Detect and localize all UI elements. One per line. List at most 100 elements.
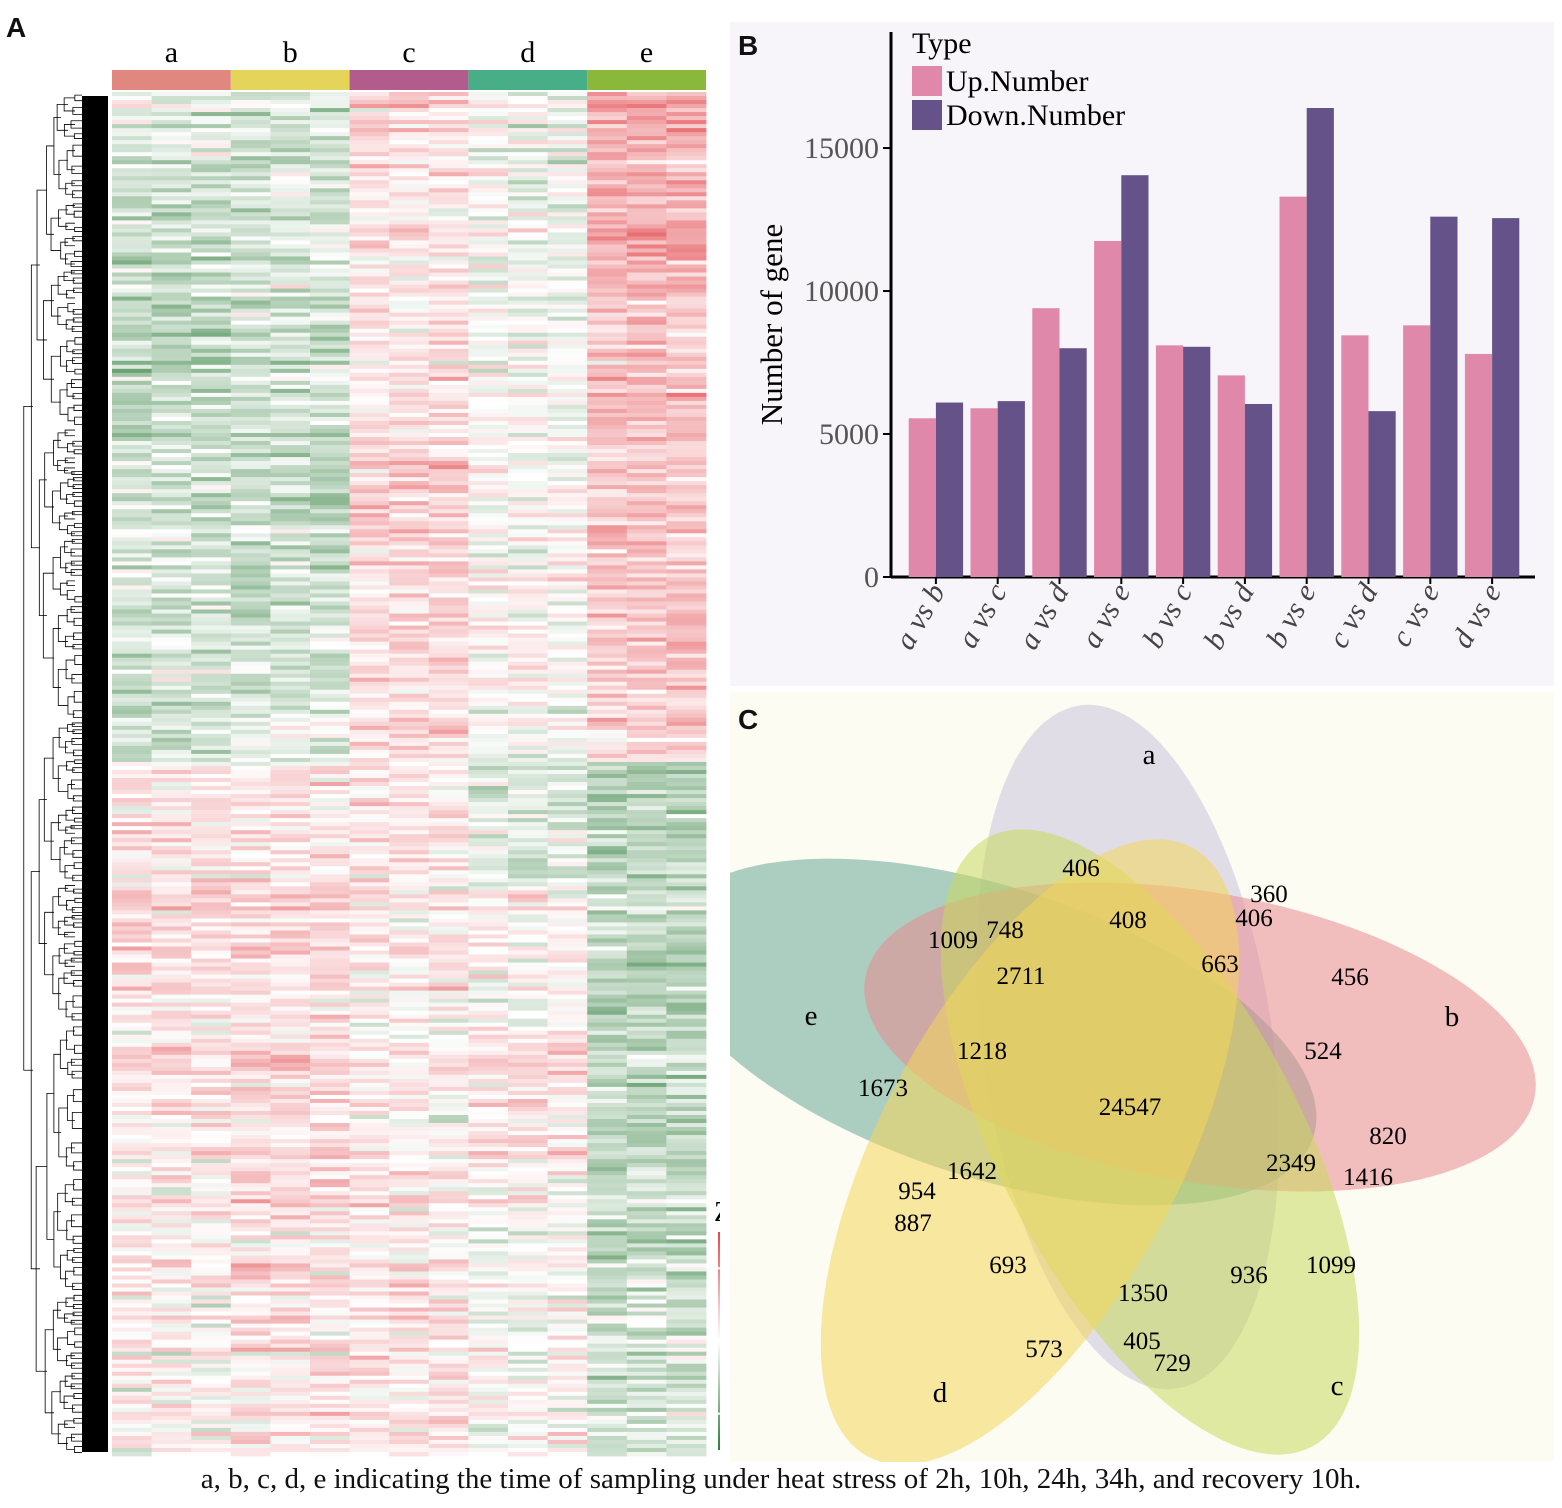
- heatmap-cell: [191, 761, 232, 767]
- heatmap-cell: [112, 922, 152, 927]
- heatmap-cell: [626, 457, 667, 462]
- heatmap-cell: [112, 774, 152, 779]
- heatmap-cell: [191, 1279, 232, 1284]
- heatmap-cell: [151, 1347, 192, 1353]
- heatmap-cell: [547, 1419, 588, 1425]
- heatmap-cell: [151, 1014, 192, 1020]
- heatmap-cell: [151, 1299, 192, 1304]
- heatmap-cell: [547, 1010, 588, 1016]
- heatmap-cell: [389, 1359, 430, 1365]
- heatmap-cell: [468, 782, 509, 787]
- heatmap-cell: [230, 786, 271, 791]
- heatmap-cell: [666, 428, 707, 434]
- heatmap-cell: [508, 140, 548, 145]
- heatmap-cell: [310, 437, 350, 442]
- heatmap-cell: [468, 677, 509, 683]
- heatmap-cell: [626, 1231, 667, 1236]
- heatmap-cell: [547, 1223, 588, 1228]
- heatmap-cell: [270, 645, 311, 651]
- heatmap-cell: [389, 1195, 430, 1200]
- heatmap-cell: [230, 1123, 271, 1128]
- heatmap-cell: [626, 621, 667, 626]
- heatmap-cell: [270, 557, 311, 562]
- heatmap-cell: [151, 316, 192, 322]
- heatmap-cell: [626, 517, 667, 522]
- heatmap-cell: [626, 1411, 667, 1417]
- heatmap-cell: [191, 188, 232, 193]
- heatmap-cell: [587, 228, 628, 233]
- heatmap-cell: [587, 1403, 628, 1409]
- heatmap-cell: [112, 220, 152, 225]
- heatmap-cell: [112, 513, 152, 518]
- heatmap-cell: [310, 497, 350, 502]
- heatmap-cell: [112, 1363, 152, 1369]
- heatmap-cell: [547, 1014, 588, 1020]
- heatmap-cell: [468, 517, 509, 522]
- heatmap-cell: [626, 404, 667, 410]
- heatmap-cell: [270, 100, 311, 105]
- heatmap-cell: [270, 649, 311, 655]
- heatmap-cell: [547, 380, 588, 386]
- heatmap-cell: [468, 749, 509, 755]
- heatmap-cell: [508, 308, 548, 314]
- heatmap-cell: [587, 437, 628, 442]
- heatmap-cell: [508, 420, 548, 426]
- heatmap-cell: [112, 1379, 152, 1385]
- heatmap-cell: [112, 954, 152, 959]
- heatmap-cell: [468, 842, 509, 847]
- heatmap-cell: [626, 1038, 667, 1044]
- heatmap-cell: [270, 669, 311, 675]
- heatmap-cell: [191, 232, 232, 237]
- heatmap-cell: [389, 1102, 430, 1108]
- heatmap-cell: [151, 124, 192, 129]
- heatmap-cell: [389, 962, 430, 967]
- heatmap-cell: [547, 420, 588, 426]
- heatmap-cell: [428, 1363, 469, 1369]
- heatmap-cell: [230, 637, 271, 643]
- heatmap-cell: [112, 645, 152, 651]
- heatmap-cell: [508, 396, 548, 402]
- heatmap-cell: [349, 324, 390, 330]
- heatmap-cell: [508, 693, 548, 699]
- heatmap-cell: [389, 1191, 430, 1196]
- heatmap-cell: [191, 798, 232, 803]
- heatmap-cell: [270, 1086, 311, 1092]
- heatmap-cell: [547, 208, 588, 213]
- heatmap-cell: [508, 1151, 548, 1156]
- heatmap-cell: [587, 212, 628, 217]
- heatmap-cell: [112, 168, 152, 173]
- heatmap-cell: [468, 1078, 509, 1084]
- heatmap-cell: [468, 108, 509, 113]
- heatmap-cell: [587, 838, 628, 843]
- heatmap-cell: [428, 1078, 469, 1084]
- heatmap-cell: [151, 910, 192, 915]
- heatmap-cell: [666, 1014, 707, 1020]
- heatmap-cell: [151, 140, 192, 145]
- heatmap-cell: [151, 445, 192, 450]
- heatmap-cell: [151, 830, 192, 835]
- heatmap-cell: [191, 938, 232, 943]
- heatmap-cell: [468, 312, 509, 318]
- heatmap-cell: [310, 1391, 350, 1397]
- heatmap-cell: [349, 902, 390, 907]
- heatmap-cell: [230, 236, 271, 241]
- heatmap-cell: [508, 1395, 548, 1401]
- heatmap-cell: [151, 392, 192, 398]
- heatmap-cell: [349, 794, 390, 799]
- heatmap-cell: [191, 1363, 232, 1369]
- heatmap-cell: [626, 677, 667, 683]
- heatmap-cell: [666, 661, 707, 667]
- heatmap-cell: [468, 1251, 509, 1256]
- heatmap-cell: [468, 120, 509, 125]
- heatmap-cell: [508, 902, 548, 907]
- heatmap-cell: [508, 248, 548, 253]
- heatmap-cell: [468, 304, 509, 310]
- heatmap-cell: [349, 453, 390, 458]
- heatmap-cell: [310, 537, 350, 542]
- heatmap-cell: [151, 348, 192, 354]
- heatmap-cell: [587, 473, 628, 478]
- heatmap-cell: [112, 1038, 152, 1044]
- heatmap-cell: [666, 681, 707, 687]
- heatmap-cell: [508, 1082, 548, 1088]
- heatmap-cell: [587, 344, 628, 350]
